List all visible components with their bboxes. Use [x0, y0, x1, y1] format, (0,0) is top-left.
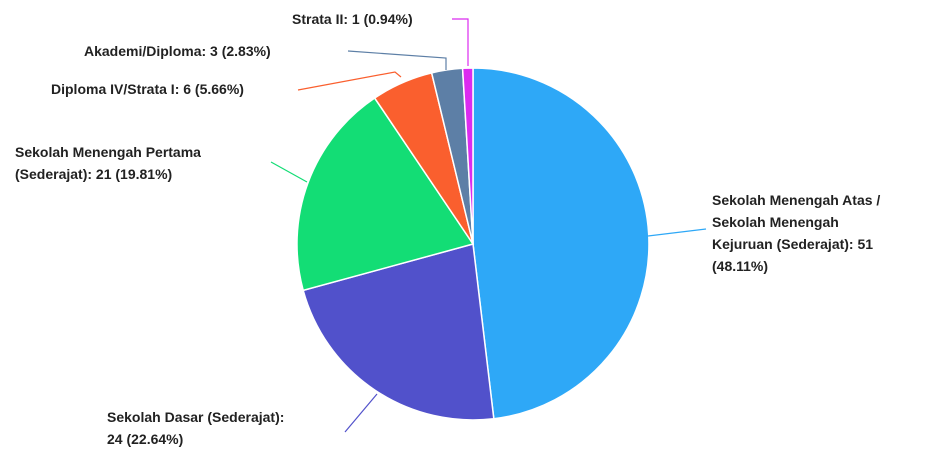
- label-sma-smk-line: (48.11%): [712, 258, 768, 274]
- label-s2: Strata II: 1 (0.94%): [292, 11, 413, 27]
- slice-sd: [302, 243, 495, 421]
- label-d4-s1: Diploma IV/Strata I: 6 (5.66%): [51, 81, 244, 97]
- label-akademi-diploma-line: Akademi/Diploma: 3 (2.83%): [84, 43, 271, 59]
- slice-smp: [296, 96, 475, 292]
- label-smp: Sekolah Menengah Pertama (Sederajat): 21 …: [15, 144, 201, 182]
- label-sma-smk-line: Sekolah Menengah Atas /: [712, 192, 880, 208]
- slice-sma-smk: [472, 67, 650, 420]
- leader-line-sd: [344, 393, 378, 433]
- slice-labels: Sekolah Menengah Atas / Sekolah Menengah K…: [15, 11, 880, 447]
- leader-line-d4-s1: [297, 71, 402, 91]
- label-d4-s1-line: Diploma IV/Strata I: 6 (5.66%): [51, 81, 244, 97]
- label-smp-line: Sekolah Menengah Pertama: [15, 144, 201, 160]
- leader-lines: [270, 18, 707, 433]
- label-sma-smk: Sekolah Menengah Atas / Sekolah Menengah K…: [712, 192, 880, 274]
- leader-line-sma-smk: [647, 228, 707, 237]
- leader-line-smp: [270, 161, 308, 183]
- slice-s2: [461, 67, 474, 245]
- leader-line-akademi-diploma: [347, 50, 447, 70]
- label-akademi-diploma: Akademi/Diploma: 3 (2.83%): [84, 43, 271, 59]
- pie-slices: [296, 67, 650, 421]
- label-sma-smk-line: Sekolah Menengah: [712, 214, 839, 230]
- label-sd-line: Sekolah Dasar (Sederajat):: [107, 409, 284, 425]
- leader-line-s2: [452, 18, 469, 66]
- label-smp-line: (Sederajat): 21 (19.81%): [15, 166, 172, 182]
- label-sd-line: 24 (22.64%): [107, 431, 183, 447]
- label-sd: Sekolah Dasar (Sederajat): 24 (22.64%): [107, 409, 284, 447]
- label-sma-smk-line: Kejuruan (Sederajat): 51: [712, 236, 873, 252]
- label-s2-line: Strata II: 1 (0.94%): [292, 11, 413, 27]
